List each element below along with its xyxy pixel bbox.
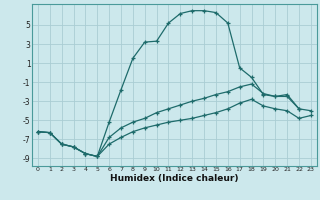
X-axis label: Humidex (Indice chaleur): Humidex (Indice chaleur) [110, 174, 239, 183]
